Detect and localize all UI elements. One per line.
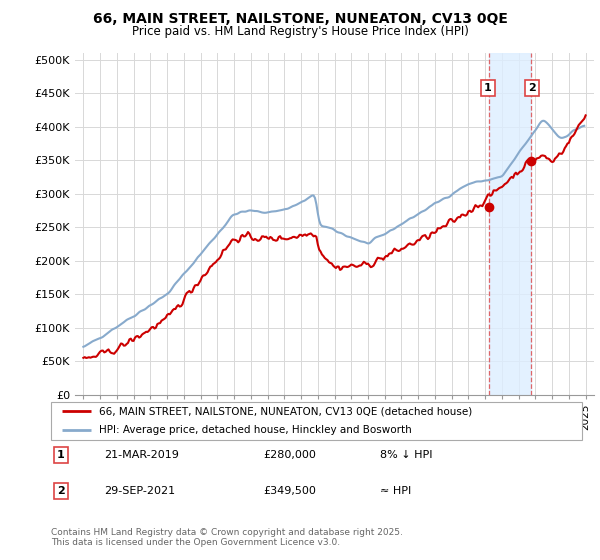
Text: Contains HM Land Registry data © Crown copyright and database right 2025.
This d: Contains HM Land Registry data © Crown c… <box>51 528 403 547</box>
Text: 66, MAIN STREET, NAILSTONE, NUNEATON, CV13 0QE (detached house): 66, MAIN STREET, NAILSTONE, NUNEATON, CV… <box>99 406 472 416</box>
FancyBboxPatch shape <box>51 402 582 440</box>
Text: 2: 2 <box>56 486 64 496</box>
Text: 1: 1 <box>484 83 492 93</box>
Text: 66, MAIN STREET, NAILSTONE, NUNEATON, CV13 0QE: 66, MAIN STREET, NAILSTONE, NUNEATON, CV… <box>92 12 508 26</box>
Text: 29-SEP-2021: 29-SEP-2021 <box>104 486 175 496</box>
Text: Price paid vs. HM Land Registry's House Price Index (HPI): Price paid vs. HM Land Registry's House … <box>131 25 469 38</box>
Text: 8% ↓ HPI: 8% ↓ HPI <box>380 450 433 460</box>
Text: ≈ HPI: ≈ HPI <box>380 486 412 496</box>
Text: 1: 1 <box>56 450 64 460</box>
Text: £349,500: £349,500 <box>263 486 316 496</box>
Text: HPI: Average price, detached house, Hinckley and Bosworth: HPI: Average price, detached house, Hinc… <box>99 425 412 435</box>
Bar <box>489 53 531 395</box>
Text: 2: 2 <box>528 83 536 93</box>
Text: 21-MAR-2019: 21-MAR-2019 <box>104 450 179 460</box>
Text: £280,000: £280,000 <box>263 450 316 460</box>
